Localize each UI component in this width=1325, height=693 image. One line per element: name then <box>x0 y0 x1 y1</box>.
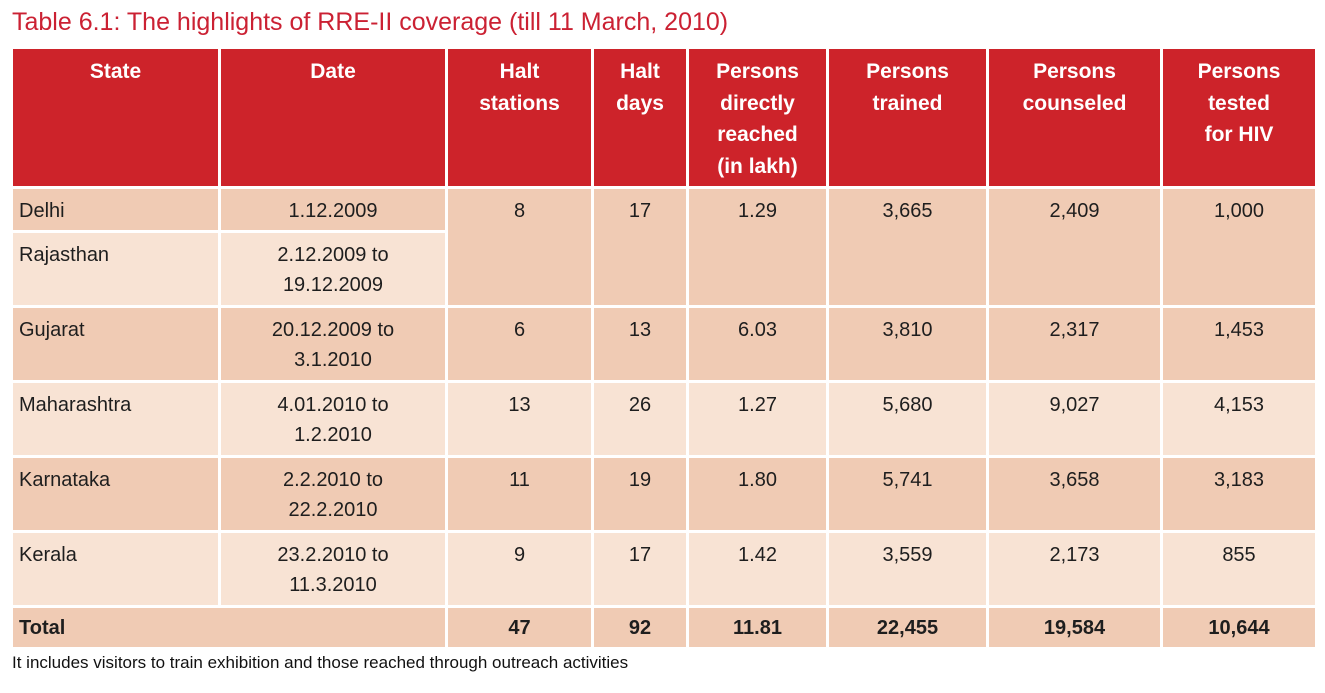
state-cell: Karnataka <box>10 455 221 533</box>
persons-tested-cell: 3,183 <box>1160 455 1318 533</box>
col-header-persons-trained: Persons trained <box>826 46 989 189</box>
persons-trained-cell: 3,559 <box>826 530 989 608</box>
halt-days-cell: 26 <box>591 380 689 458</box>
col-header-halt-stations: Halt stations <box>445 46 594 189</box>
table-title: Table 6.1: The highlights of RRE-II cove… <box>12 8 729 36</box>
row-total: Total 47 92 11.81 22,455 19,584 10,644 <box>10 605 1318 650</box>
persons-trained-cell: 5,680 <box>826 380 989 458</box>
header-row: State Date Halt stations Halt days Perso… <box>10 46 1318 189</box>
persons-counseled-cell: 2,317 <box>986 305 1163 383</box>
total-persons-trained-cell: 22,455 <box>826 605 989 650</box>
halt-days-cell: 19 <box>591 455 689 533</box>
halt-stations-cell: 11 <box>445 455 594 533</box>
row-maharashtra: Maharashtra 4.01.2010 to 1.2.2010 13 26 … <box>10 380 1318 458</box>
date-cell: 4.01.2010 to 1.2.2010 <box>218 380 448 458</box>
date-cell: 20.12.2009 to 3.1.2010 <box>218 305 448 383</box>
persons-reached-cell: 1.42 <box>686 530 829 608</box>
col-header-persons-tested: Persons tested for HIV <box>1160 46 1318 189</box>
coverage-table: State Date Halt stations Halt days Perso… <box>10 46 1318 650</box>
halt-stations-cell: 13 <box>445 380 594 458</box>
persons-reached-cell: 1.27 <box>686 380 829 458</box>
persons-tested-cell: 4,153 <box>1160 380 1318 458</box>
persons-tested-cell: 1,453 <box>1160 305 1318 383</box>
col-header-persons-reached: Persons directly reached (in lakh) <box>686 46 829 189</box>
halt-days-cell: 17 <box>591 186 689 308</box>
row-delhi: Delhi 1.12.2009 8 17 1.29 3,665 2,409 1,… <box>10 186 1318 308</box>
persons-trained-cell: 3,810 <box>826 305 989 383</box>
row-karnataka: Karnataka 2.2.2010 to 22.2.2010 11 19 1.… <box>10 455 1318 533</box>
total-label-cell: Total <box>10 605 448 650</box>
col-header-persons-counseled: Persons counseled <box>986 46 1163 189</box>
row-rajasthan: Rajasthan 2.12.2009 to 19.12.2009 <box>10 230 1317 308</box>
state-cell: Delhi <box>10 186 221 233</box>
state-cell: Gujarat <box>10 305 221 383</box>
date-cell: 2.2.2010 to 22.2.2010 <box>218 455 448 533</box>
total-persons-counseled-cell: 19,584 <box>986 605 1163 650</box>
date-cell: 1.12.2009 <box>218 186 448 233</box>
persons-counseled-cell: 2,409 <box>986 186 1163 308</box>
persons-reached-cell: 1.80 <box>686 455 829 533</box>
halt-days-cell: 17 <box>591 530 689 608</box>
halt-stations-cell: 6 <box>445 305 594 383</box>
state-cell: Kerala <box>10 530 221 608</box>
col-header-date: Date <box>218 46 448 189</box>
persons-tested-cell: 1,000 <box>1160 186 1318 308</box>
document-page: Table 6.1: The highlights of RRE-II cove… <box>10 8 1318 672</box>
total-persons-reached-cell: 11.81 <box>686 605 829 650</box>
halt-stations-cell: 8 <box>445 186 594 308</box>
persons-counseled-cell: 2,173 <box>986 530 1163 608</box>
persons-counseled-cell: 9,027 <box>986 380 1163 458</box>
halt-days-cell: 13 <box>591 305 689 383</box>
state-cell: Rajasthan <box>10 230 221 308</box>
persons-trained-cell: 5,741 <box>826 455 989 533</box>
total-persons-tested-cell: 10,644 <box>1160 605 1318 650</box>
footnote: It includes visitors to train exhibition… <box>12 653 629 672</box>
col-header-state: State <box>10 46 221 189</box>
total-halt-stations-cell: 47 <box>445 605 594 650</box>
row-gujarat: Gujarat 20.12.2009 to 3.1.2010 6 13 6.03… <box>10 305 1318 383</box>
col-header-halt-days: Halt days <box>591 46 689 189</box>
persons-reached-cell: 6.03 <box>686 305 829 383</box>
persons-trained-cell: 3,665 <box>826 186 989 308</box>
date-cell: 23.2.2010 to 11.3.2010 <box>218 530 448 608</box>
row-kerala: Kerala 23.2.2010 to 11.3.2010 9 17 1.42 … <box>10 530 1318 608</box>
persons-counseled-cell: 3,658 <box>986 455 1163 533</box>
total-halt-days-cell: 92 <box>591 605 689 650</box>
date-cell: 2.12.2009 to 19.12.2009 <box>218 230 448 308</box>
persons-tested-cell: 855 <box>1160 530 1318 608</box>
persons-reached-cell: 1.29 <box>686 186 829 308</box>
state-cell: Maharashtra <box>10 380 221 458</box>
halt-stations-cell: 9 <box>445 530 594 608</box>
